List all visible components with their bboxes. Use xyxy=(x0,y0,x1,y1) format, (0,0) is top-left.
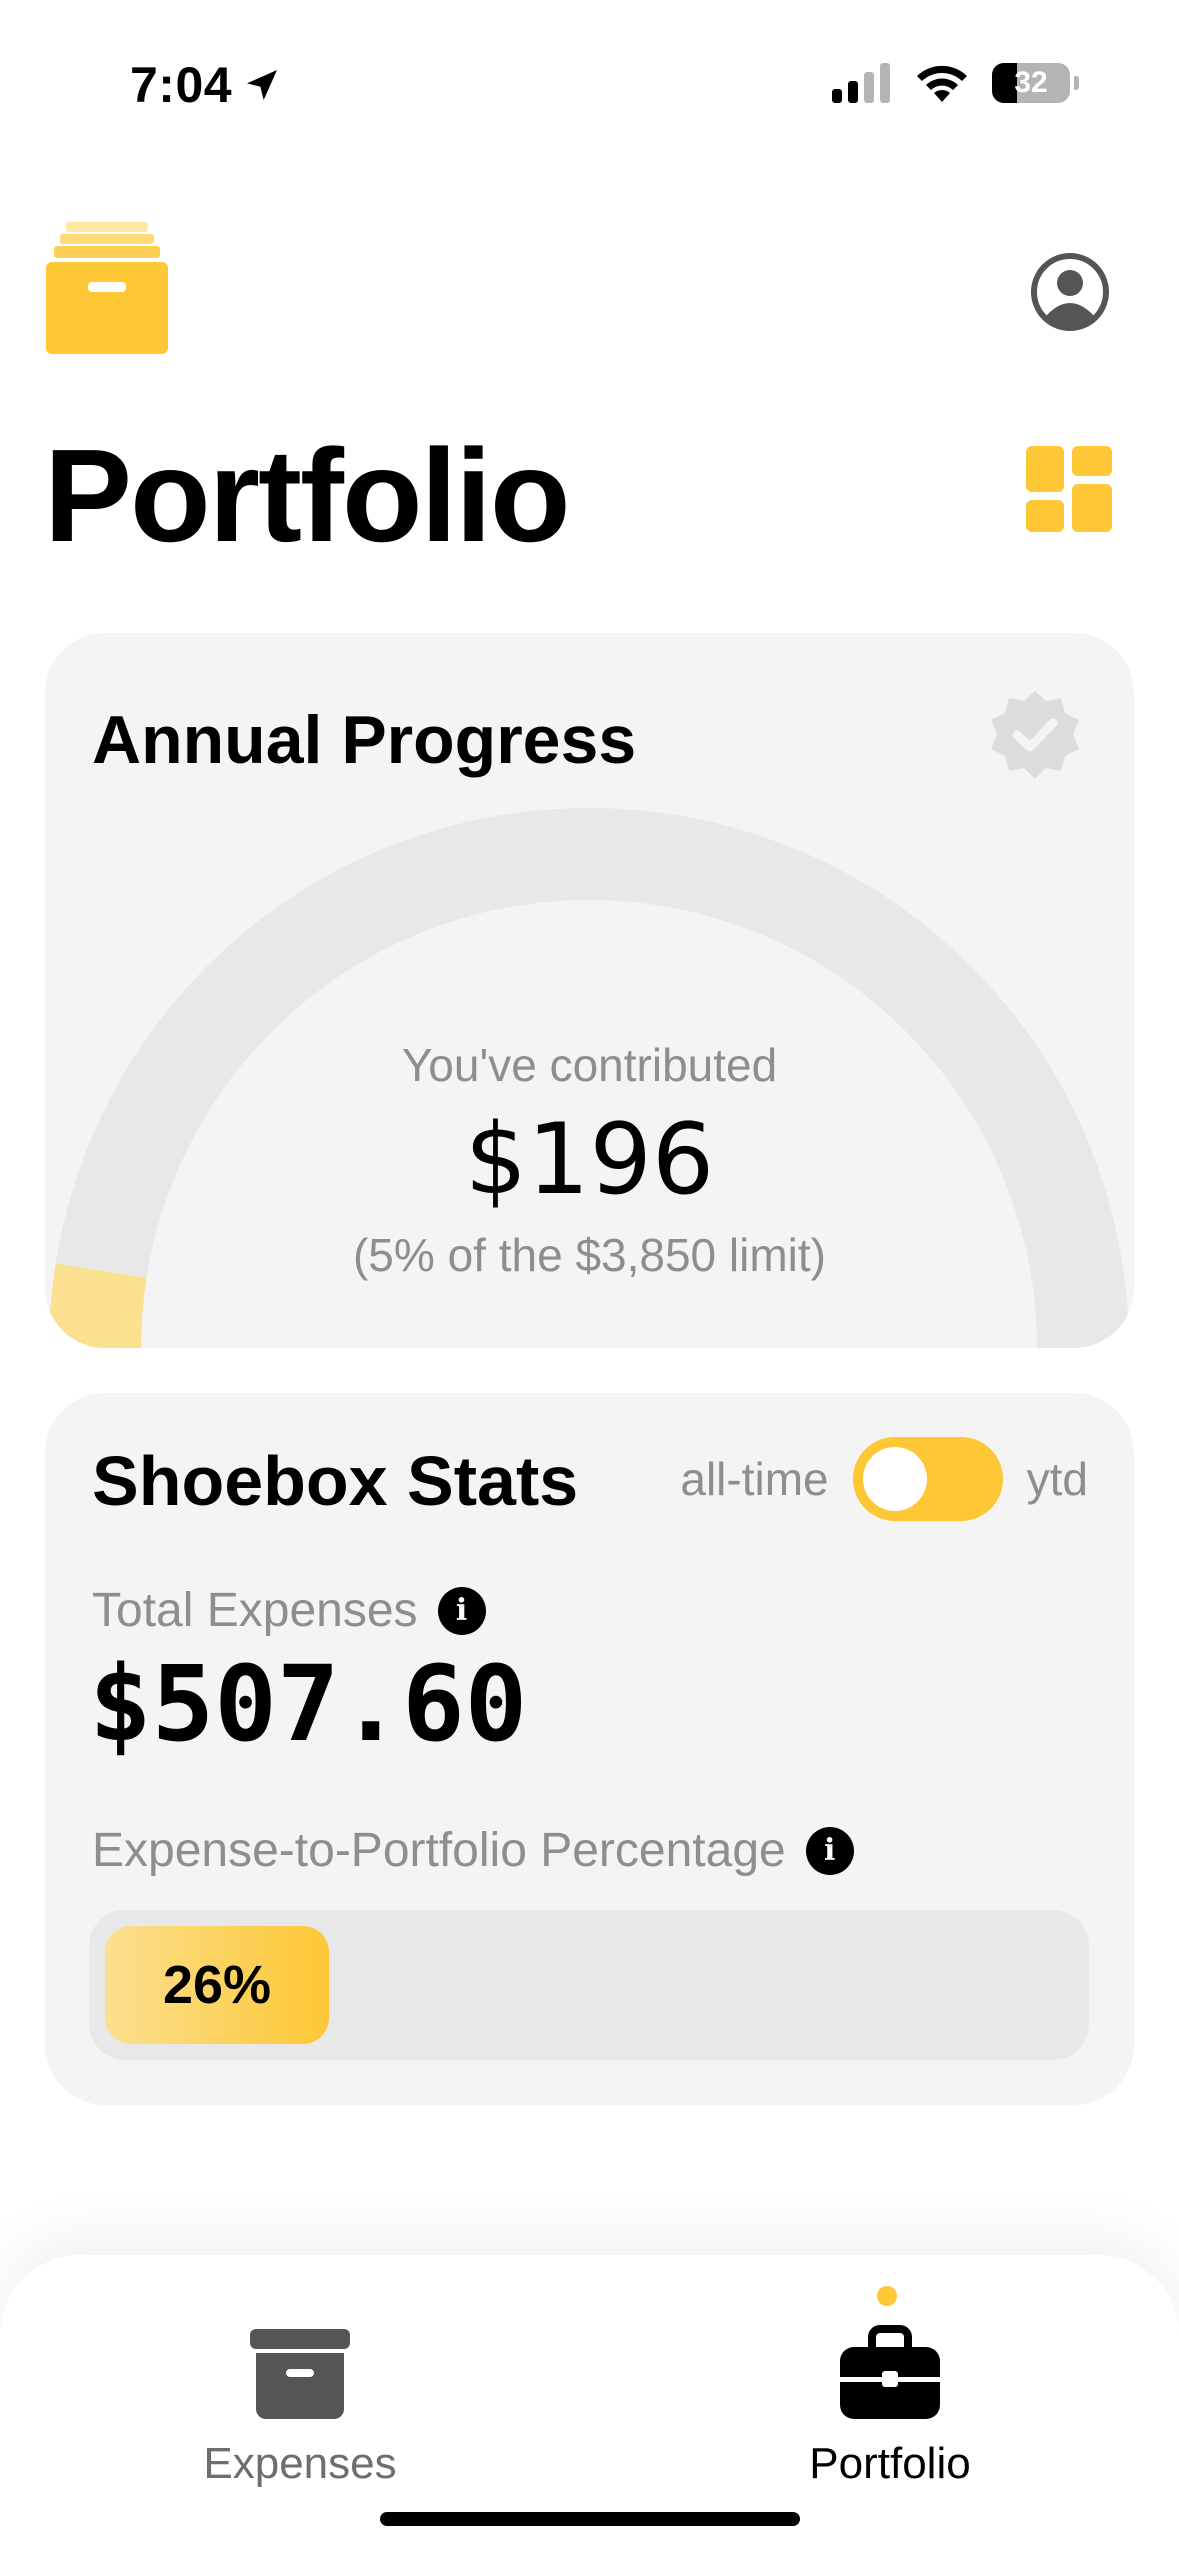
stats-title: Shoebox Stats xyxy=(92,1442,579,1520)
period-toggle-group: all-time ytd xyxy=(680,1437,1088,1521)
gauge-track xyxy=(49,808,1129,1348)
cellular-signal-icon xyxy=(832,63,890,103)
status-icons: 32 xyxy=(832,62,1079,104)
info-icon[interactable]: i xyxy=(805,1826,854,1875)
ratio-progress-track: 26% xyxy=(89,1910,1089,2060)
progress-gauge xyxy=(49,808,1129,1348)
verified-badge-icon xyxy=(991,691,1079,779)
archive-box-icon xyxy=(250,2329,350,2419)
active-tab-indicator xyxy=(877,2286,897,2306)
total-expenses-label: Total Expenses xyxy=(92,1584,418,1637)
total-expenses-label-row: Total Expenses i xyxy=(92,1583,486,1638)
wifi-icon xyxy=(917,65,967,102)
profile-icon[interactable] xyxy=(1030,252,1110,332)
ratio-label: Expense-to-Portfolio Percentage xyxy=(92,1824,786,1877)
ratio-value: 26% xyxy=(162,1955,272,2015)
battery-tip xyxy=(1074,76,1079,90)
tab-portfolio[interactable]: Portfolio xyxy=(740,2325,1040,2489)
contributed-amount: $196 xyxy=(464,1103,715,1217)
info-icon[interactable]: i xyxy=(437,1586,486,1635)
annual-progress-card: Annual Progress You've contributed $196 … xyxy=(45,633,1134,1348)
contribution-limit-text: (5% of the $3,850 limit) xyxy=(352,1229,826,1281)
shoebox-logo-icon xyxy=(46,222,168,354)
tab-bar: Expenses Portfolio xyxy=(0,2255,1179,2556)
annual-progress-title: Annual Progress xyxy=(92,702,637,778)
page-title: Portfolio xyxy=(44,422,571,569)
toggle-label-all-time[interactable]: all-time xyxy=(680,1453,829,1505)
shoebox-stats-card: Shoebox Stats all-time ytd Total Expense… xyxy=(45,1393,1134,2105)
gauge-caption: You've contributed xyxy=(401,1039,778,1091)
status-time: 7:04 xyxy=(130,56,282,114)
gauge-fill xyxy=(49,1263,147,1348)
briefcase-icon xyxy=(840,2325,940,2419)
toggle-label-ytd[interactable]: ytd xyxy=(1026,1453,1088,1505)
tab-expenses-label: Expenses xyxy=(203,2439,397,2488)
battery-indicator: 32 xyxy=(992,63,1070,103)
tab-portfolio-label: Portfolio xyxy=(809,2439,971,2488)
ratio-label-row: Expense-to-Portfolio Percentage i xyxy=(92,1823,854,1878)
location-arrow-icon xyxy=(247,70,278,100)
ratio-progress-fill: 26% xyxy=(105,1926,329,2044)
home-indicator[interactable] xyxy=(380,2512,800,2526)
toggle-knob xyxy=(862,1447,927,1511)
dashboard-layout-icon[interactable] xyxy=(1026,446,1112,532)
status-time-text: 7:04 xyxy=(130,57,233,113)
period-toggle[interactable] xyxy=(852,1437,1003,1521)
tab-expenses[interactable]: Expenses xyxy=(150,2325,450,2489)
total-expenses-value: $507.60 xyxy=(89,1643,528,1765)
battery-level: 32 xyxy=(1014,66,1048,99)
